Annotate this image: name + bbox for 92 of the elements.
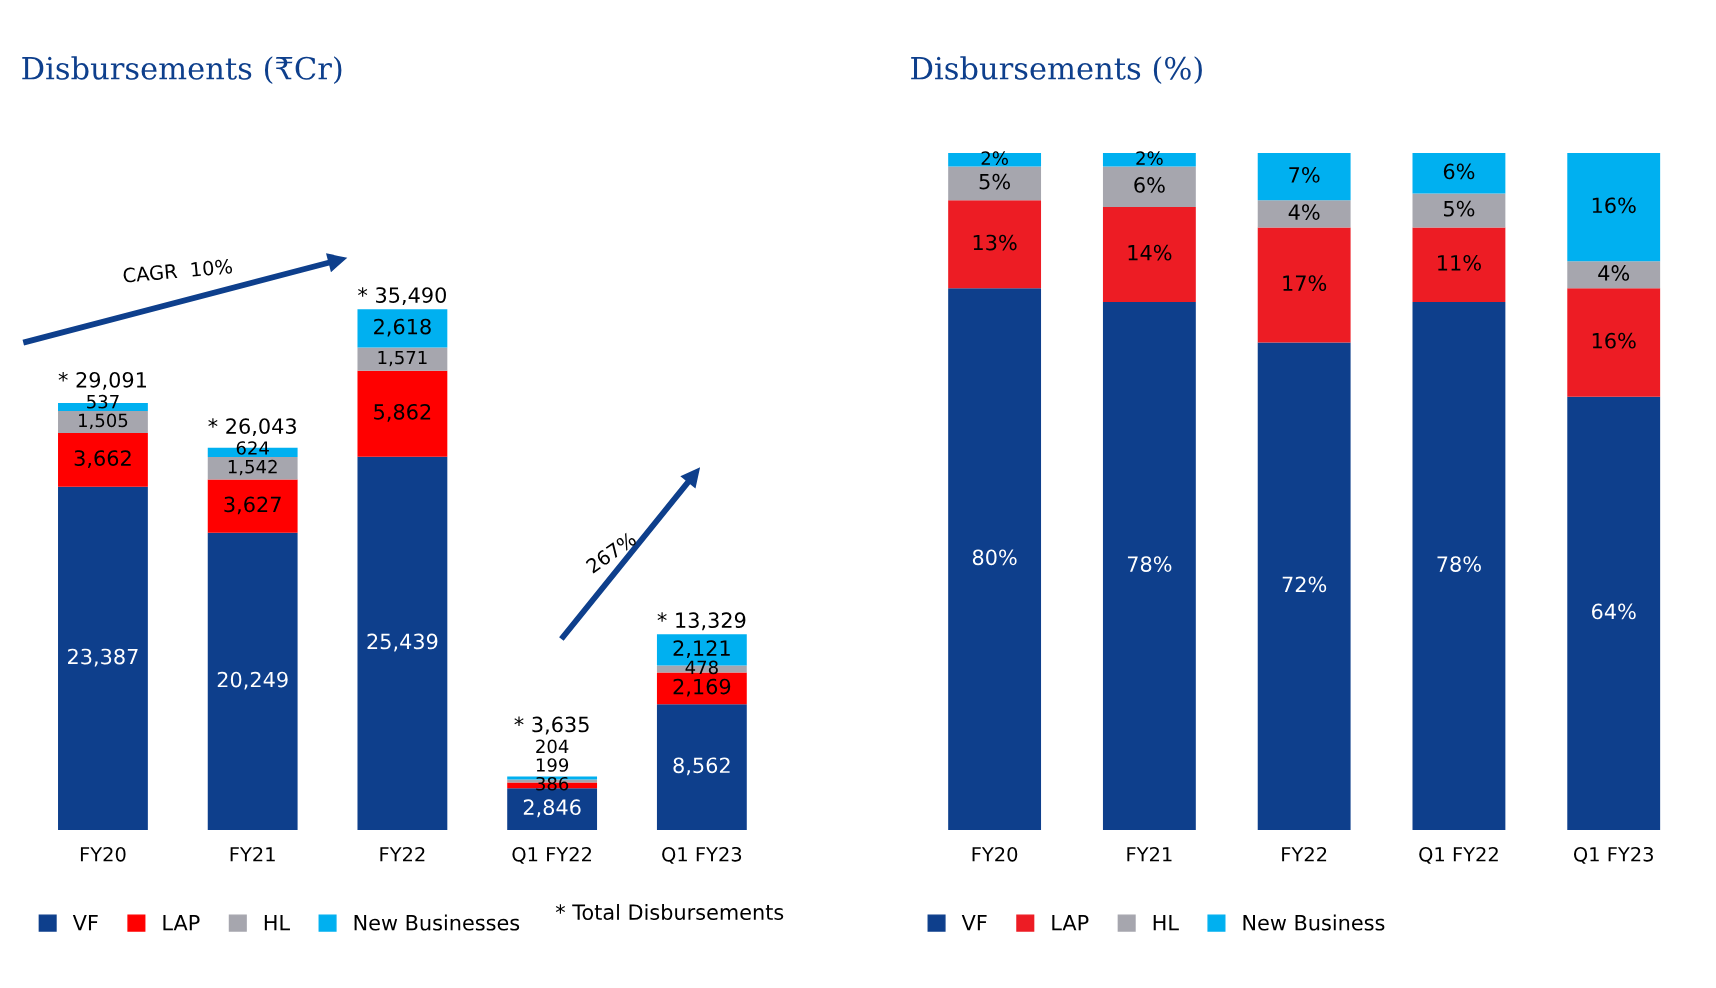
legend-label: New Business [1243,914,1385,931]
bar [357,309,448,348]
bar [207,532,298,830]
bar [207,456,298,480]
bar [656,704,747,830]
data-label: 11% [1438,254,1481,271]
data-label: 199 [536,758,569,772]
chart-title: Disbursements (%) [911,56,1202,85]
bar [1257,200,1351,228]
data-label: 2% [981,151,1008,165]
data-label: 25,439 [367,633,438,652]
bar [948,166,1042,201]
legend-label: New Businesses [354,914,520,931]
data-label: 5,862 [374,403,431,422]
legend-label: LAP [163,915,200,931]
bar [1567,288,1661,397]
x-tick-label: FY22 [1282,846,1327,862]
data-label: 80% [972,549,1017,566]
x-tick-label: FY21 [1127,846,1172,862]
x-tick-label: Q1 FY22 [1419,846,1498,864]
data-label: 1,505 [79,413,128,430]
x-tick-label: FY20 [80,846,126,862]
data-label: 6% [1134,177,1165,193]
data-label: 1,542 [228,459,277,476]
x-tick-label: Q1 FY22 [512,846,592,864]
x-tick-label: Q1 FY23 [1573,846,1653,864]
x-tick-label: FY22 [380,846,425,862]
x-tick-label: FY21 [230,846,275,862]
legend-label: HL [264,915,290,931]
data-label: 1,571 [378,350,427,367]
bar [357,456,448,830]
legend-label: LAP [1052,915,1089,931]
legend-label: HL [1153,915,1179,931]
bar [1257,342,1351,830]
bar [357,347,448,371]
total-label: * 26,043 [208,418,296,437]
data-label: 2,169 [673,678,731,697]
data-label: 5% [979,173,1010,190]
legend-label: VF [72,915,98,931]
total-label: * 29,091 [58,371,146,390]
bar [58,410,148,434]
data-label: 2,618 [374,318,431,337]
total-label: * 3,635 [514,716,589,735]
data-label: 2,846 [523,799,581,818]
bar [1412,301,1506,830]
data-label: 3,627 [224,496,281,515]
bar [1412,193,1506,228]
data-label: 20,249 [217,671,288,690]
bar [1102,301,1196,830]
data-label: 6% [1443,163,1475,180]
bar [357,370,448,457]
bar [948,288,1042,830]
data-label: 8,562 [673,757,730,776]
data-label: 4% [1288,204,1320,220]
bar [1257,227,1351,343]
data-label: 3,662 [74,450,131,469]
bar [1412,152,1506,194]
text: CAGR 10% [122,258,233,283]
total-label: * 13,329 [657,612,746,631]
legend-label: VF [961,915,987,931]
x-tick-label: Q1 FY23 [662,846,742,864]
bar [207,479,298,533]
data-label: 5% [1444,200,1475,217]
data-label: 78% [1127,556,1172,572]
data-label: 17% [1283,275,1327,292]
bar [1412,227,1506,302]
data-label: 14% [1128,244,1172,261]
bar [58,433,148,487]
bar [1257,152,1351,201]
data-label: 72% [1282,576,1327,593]
data-label: 13% [973,234,1017,251]
bar [1567,396,1661,830]
data-label: 78% [1437,556,1481,572]
bar [1102,166,1196,208]
data-label: 16% [1592,332,1636,349]
total-label: * 35,490 [358,287,446,306]
text: * Total Disbursements [555,903,784,921]
data-label: 4% [1598,265,1630,281]
bar [58,486,148,830]
x-tick-label: FY20 [972,846,1018,862]
data-label: 2,121 [673,640,730,659]
data-label: 2% [1136,151,1163,165]
data-label: 16% [1592,197,1636,214]
chart-title: Disbursements (₹Cr) [22,56,342,85]
bar [1102,207,1196,302]
data-label: 204 [536,739,569,754]
data-label: 64% [1592,603,1636,620]
data-label: 23,387 [68,648,138,667]
bar [1567,261,1661,289]
bar [948,200,1042,289]
data-label: 7% [1289,166,1320,183]
bar [1567,152,1661,262]
